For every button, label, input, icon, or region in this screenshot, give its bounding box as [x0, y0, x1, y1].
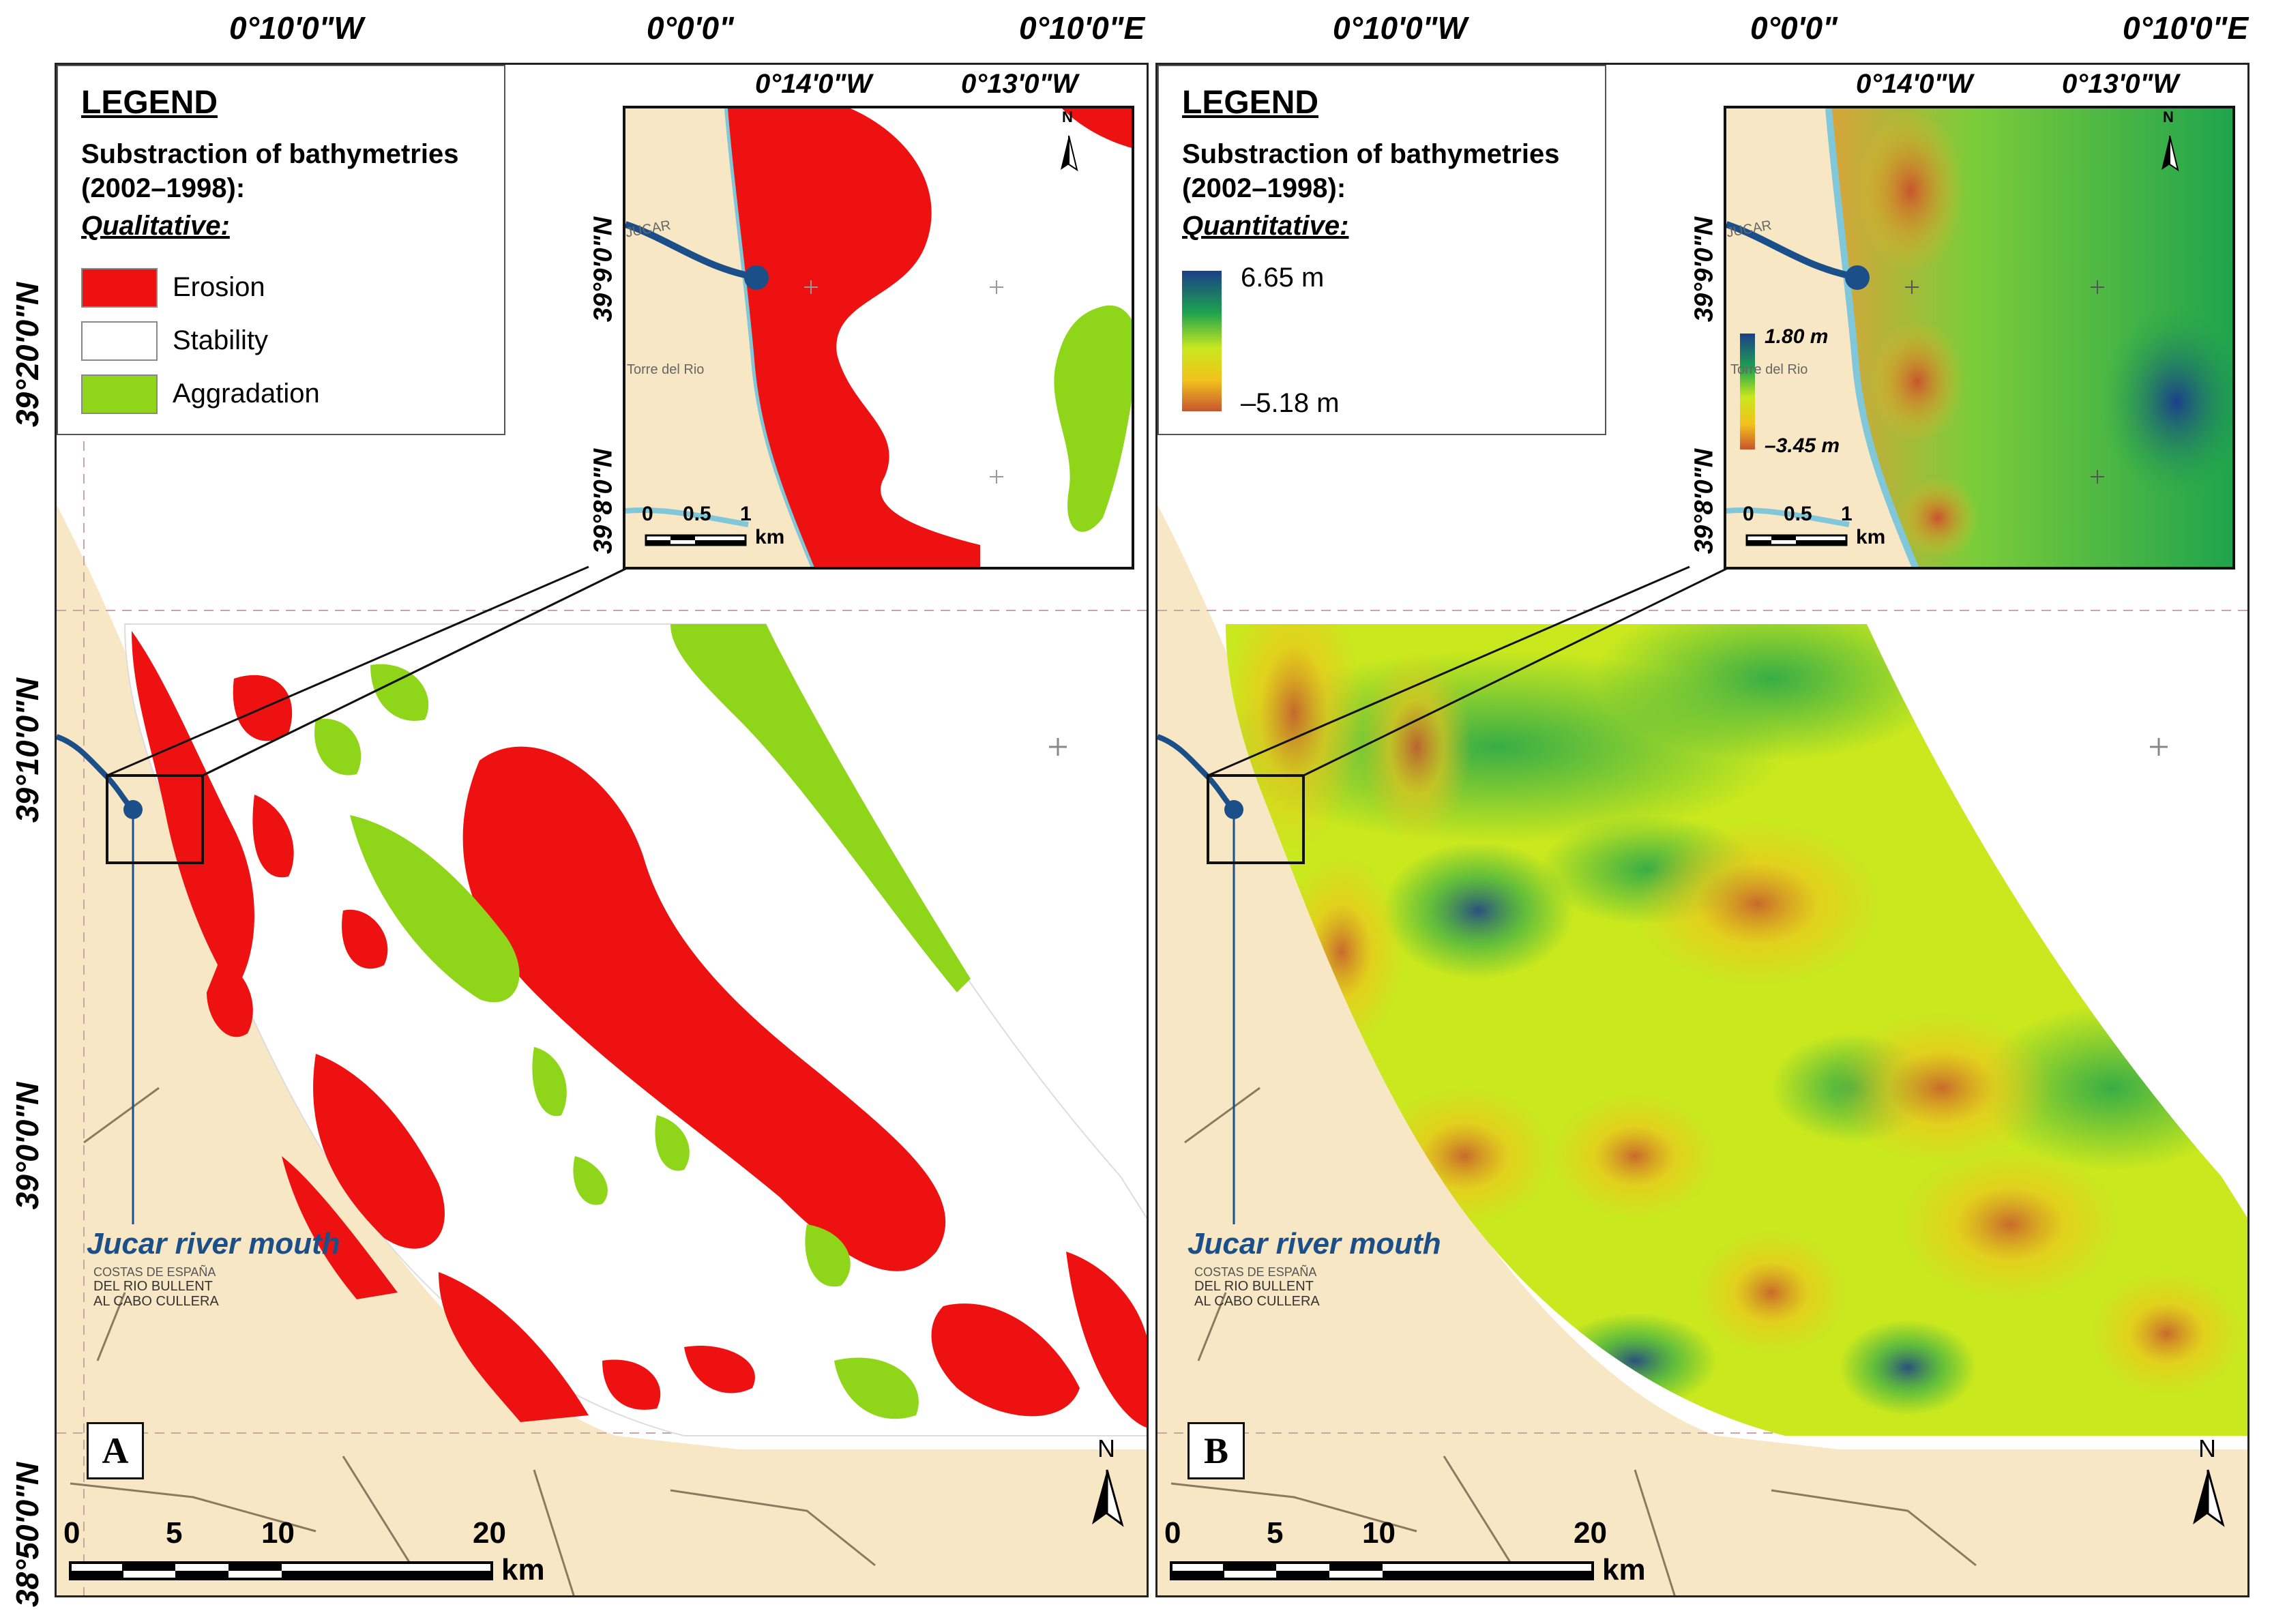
chart-text-a-2: DEL RIO BULLENT	[93, 1279, 213, 1294]
legend-b-min: –5.18 m	[1241, 388, 1340, 418]
lat-label-2: 39°10'0"N	[10, 677, 45, 823]
land-roads	[70, 1087, 876, 1595]
inset-b-scale-unit: km	[1856, 526, 1886, 548]
chart-text-b-3: AL CABO CULLERA	[1194, 1294, 1320, 1309]
scale-a-5: 5	[166, 1516, 183, 1550]
scale-b-10: 10	[1362, 1516, 1396, 1550]
bathymetry-difference-surface	[1226, 624, 2247, 1436]
river-mouth-label-a: Jucar river mouth	[87, 1227, 340, 1260]
inset-a-north-arrow	[1061, 135, 1078, 172]
land-roads	[1170, 1087, 1977, 1595]
panel-letter-a: A	[87, 1422, 144, 1479]
legend-b-max: 6.65 m	[1241, 263, 1325, 293]
scale-a-0: 0	[63, 1516, 80, 1550]
lat-label-3: 39°0'0"N	[10, 1082, 45, 1210]
river	[57, 734, 134, 810]
chart-text-a-1: COSTAS DE ESPAÑA	[93, 1265, 216, 1279]
inset-a-scale-unit: km	[755, 526, 785, 548]
map-panel-a: LEGEND Substraction of bathymetries (200…	[55, 63, 1149, 1597]
inset-b-cb-min: –3.45 m	[1765, 434, 1840, 457]
legend-swatch-aggradation	[81, 374, 158, 414]
inset-a-scale-0: 0	[642, 503, 653, 525]
inset-a-canvas	[625, 108, 1132, 567]
chart-text-b-1: COSTAS DE ESPAÑA	[1194, 1265, 1317, 1279]
inset-map-a: JUCAR Torre del Rio 0 0.5 1 km N	[623, 106, 1134, 570]
inset-b-scale-1: 1	[1841, 503, 1853, 525]
scale-b-20: 20	[1574, 1516, 1607, 1550]
inset-b-scale-0: 0	[1743, 503, 1754, 525]
inset-b-scale-05: 0.5	[1784, 503, 1812, 525]
inset-a-lon-2: 0°13'0"W	[961, 69, 1078, 99]
lon-label-a-3: 0°10'0"E	[1019, 10, 1145, 46]
legend-a-subtitle-2: (2002–1998):	[81, 173, 246, 203]
legend-b-title: LEGEND	[1182, 85, 1319, 121]
lon-label-b-3: 0°10'0"E	[2123, 10, 2249, 46]
land-area	[57, 505, 1147, 1595]
legend-b-subtitle-2: (2002–1998):	[1182, 173, 1346, 203]
scale-a-10: 10	[261, 1516, 295, 1550]
inset-a-scale-bar	[645, 534, 747, 546]
inset-b-scale-bar	[1745, 534, 1848, 546]
inset-map-b: JUCAR Torre del Rio 1.80 m –3.45 m 0 0.5…	[1724, 106, 2235, 570]
panel-letter-b: B	[1187, 1422, 1245, 1479]
chart-text-a-3: AL CABO CULLERA	[93, 1294, 219, 1309]
scale-b-0: 0	[1164, 1516, 1181, 1550]
lon-label-a-1: 0°10'0"W	[229, 10, 364, 46]
erosion-patches	[132, 631, 1147, 1428]
lon-label-b-2: 0°0'0"	[1750, 10, 1838, 46]
map-panel-b: LEGEND Substraction of bathymetries (200…	[1155, 63, 2249, 1597]
inset-b-lon-1: 0°14'0"W	[1856, 69, 1973, 99]
inset-a-lat-2: 39°8'0"N	[589, 448, 618, 555]
scale-bar-a	[69, 1561, 493, 1580]
legend-swatch-erosion	[81, 268, 158, 308]
inset-b-colorbar	[1740, 334, 1755, 449]
legend-a-kind: Qualitative:	[81, 211, 230, 241]
inset-b-north-arrow	[2162, 135, 2179, 172]
legend-a: LEGEND Substraction of bathymetries (200…	[57, 65, 505, 435]
legend-b-colorbar	[1182, 271, 1222, 411]
legend-label-erosion: Erosion	[173, 272, 265, 302]
lon-label-b-1: 0°10'0"W	[1333, 10, 1467, 46]
north-arrow-a	[1092, 1469, 1124, 1527]
inset-b-lon-2: 0°13'0"W	[2062, 69, 2179, 99]
inset-locator	[1207, 774, 1305, 864]
river	[1157, 734, 1235, 810]
lat-label-1: 39°20'0"N	[10, 282, 45, 428]
aggradation-patches	[314, 624, 971, 1419]
inset-a-lat-1: 39°9'0"N	[589, 216, 618, 323]
legend-b-subtitle-1: Substraction of bathymetries	[1182, 139, 1560, 169]
inset-locator	[106, 774, 204, 864]
north-label-b: N	[2198, 1434, 2216, 1462]
inset-a-lon-1: 0°14'0"W	[755, 69, 872, 99]
legend-a-subtitle-1: Substraction of bathymetries	[81, 139, 459, 169]
lat-label-4: 38°50'0"N	[10, 1462, 45, 1608]
north-label-a: N	[1097, 1434, 1115, 1462]
scale-a-20: 20	[473, 1516, 506, 1550]
chart-text-b-2: DEL RIO BULLENT	[1194, 1279, 1314, 1294]
inset-a-scale-05: 0.5	[683, 503, 711, 525]
inset-a-north-label: N	[1062, 108, 1073, 126]
legend-label-stability: Stability	[173, 325, 269, 355]
inset-a-scale-1: 1	[740, 503, 752, 525]
inset-b-place-label: Torre del Rio	[1730, 362, 1808, 377]
legend-b-kind: Quantitative:	[1182, 211, 1349, 241]
legend-swatch-stability	[81, 321, 158, 361]
inset-b-north-label: N	[2163, 108, 2174, 126]
inset-b-lat-1: 39°9'0"N	[1690, 216, 1719, 323]
inset-b-cb-max: 1.80 m	[1765, 325, 1829, 348]
inset-b-canvas	[1726, 108, 2232, 567]
legend-label-aggradation: Aggradation	[173, 379, 320, 409]
river-mouth-label-b: Jucar river mouth	[1187, 1227, 1441, 1260]
scale-b-unit: km	[1602, 1553, 1646, 1586]
legend-b: LEGEND Substraction of bathymetries (200…	[1157, 65, 1606, 435]
land-area	[1157, 505, 2247, 1595]
north-arrow-b	[2193, 1469, 2225, 1527]
inset-b-lat-2: 39°8'0"N	[1690, 448, 1719, 555]
scale-bar-b	[1170, 1561, 1594, 1580]
lon-label-a-2: 0°0'0"	[647, 10, 734, 46]
scale-b-5: 5	[1267, 1516, 1284, 1550]
scale-a-unit: km	[501, 1553, 545, 1586]
legend-a-title: LEGEND	[81, 85, 218, 121]
inset-a-place-label: Torre del Rio	[627, 362, 705, 377]
